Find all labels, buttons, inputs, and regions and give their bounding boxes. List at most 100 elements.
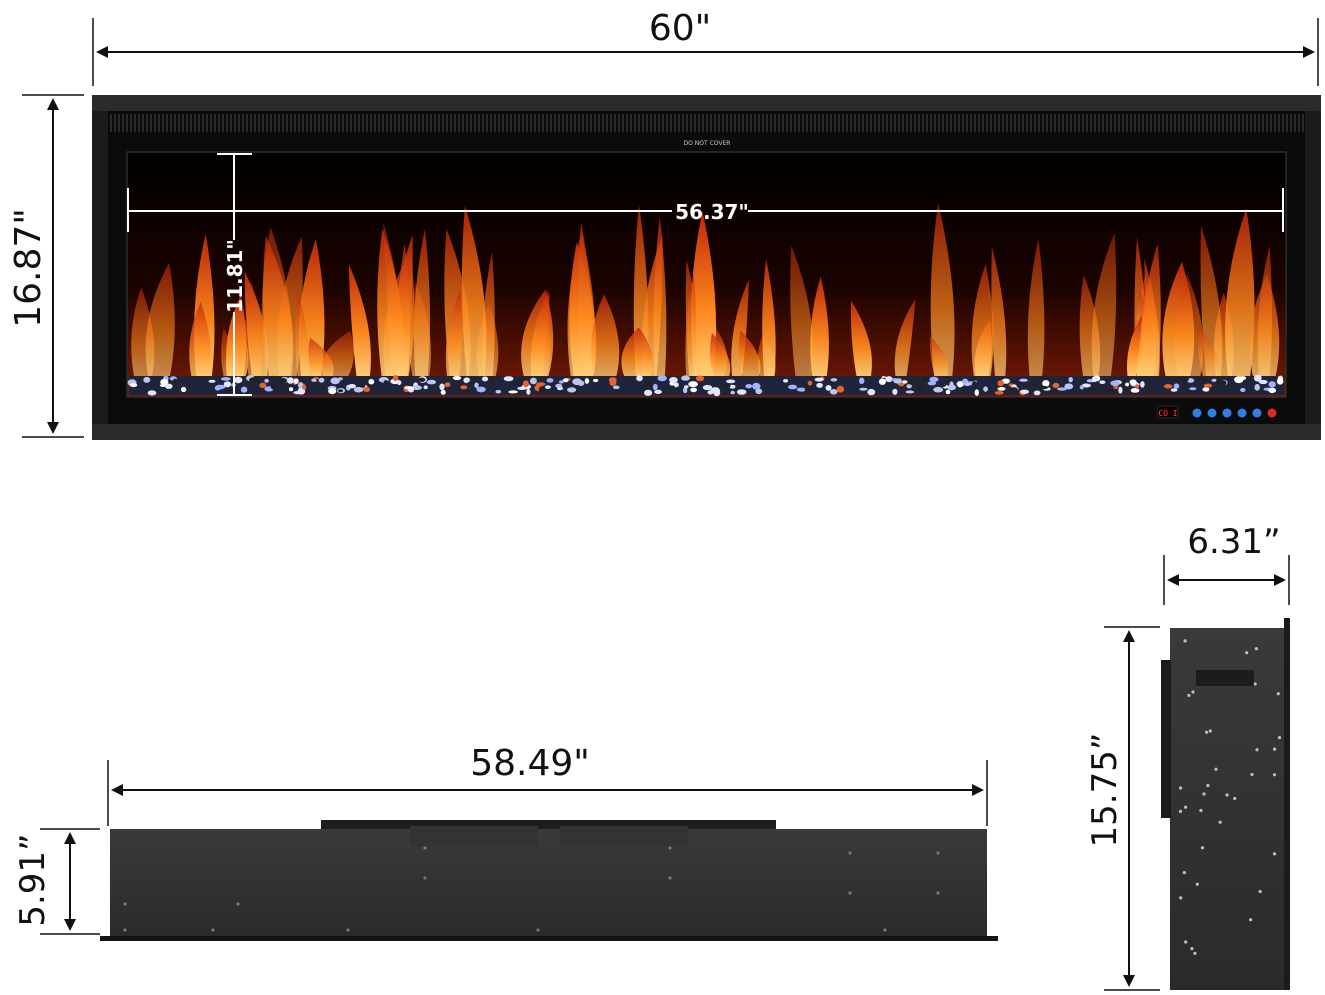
crystal-stone [974,389,979,396]
screw-hole [1179,786,1183,790]
viewing-width-label: 56.37" [675,200,749,224]
crystal-stone [383,380,389,384]
crystal-stone [519,378,525,382]
vent-slat [314,114,316,132]
vent-slat [1298,114,1300,132]
vent-slat [534,114,536,132]
vent-slat [558,114,560,132]
vent-slat [1106,114,1108,132]
crystal-stone [1009,387,1018,394]
control-button-3[interactable] [1222,408,1232,418]
flame [226,295,247,378]
screw-hole [1233,796,1237,801]
vent-slat [394,114,396,132]
crystal-stone [348,384,356,389]
crystal-stone [411,385,422,391]
vent-slat [278,114,280,132]
vent-slat [282,114,284,132]
vent-slat [994,114,996,132]
crystal-stone [657,375,667,382]
vent-slat [638,114,640,132]
vent-slat [226,114,228,132]
vent-slat [418,114,420,132]
crystal-stone [577,380,585,387]
flame [377,228,404,378]
crystal-stone [426,379,437,385]
vent-slat [1018,114,1020,132]
vent-slat [646,114,648,132]
vent-slat [786,114,788,132]
vent-slat [346,114,348,132]
crystal-stone [1163,384,1173,389]
control-button-1[interactable] [1192,408,1202,418]
top-view-panel-right [560,826,688,846]
control-button-5[interactable] [1252,408,1262,418]
power-button[interactable] [1267,408,1277,418]
vent-slat [1082,114,1084,132]
vent-slat [610,114,612,132]
vent-slat [506,114,508,132]
vent-slat [462,114,464,132]
vent-slat [630,114,632,132]
screw-hole [668,846,672,850]
crystal-stone [972,381,977,388]
crystal-stone [1088,387,1096,391]
crystal-stone [1042,380,1050,387]
control-button-4[interactable] [1237,408,1247,418]
vent-slat [778,114,780,132]
screw-hole [123,902,127,906]
crystal-stone [444,382,451,388]
vent-slat [446,114,448,132]
crystal-stone [964,382,971,387]
crystal-stone [1130,388,1140,393]
vent-slat [182,114,184,132]
crystal-stone [695,375,705,382]
vent-slat [198,114,200,132]
vent-slat [186,114,188,132]
vent-slat [1094,114,1096,132]
crystal-stone [404,386,415,390]
vent-slat [938,114,940,132]
crystal-stone [208,379,216,383]
crystal-stone [1258,379,1268,385]
vent-slat [318,114,320,132]
crystal-stone [1234,376,1244,384]
top-view-front-lip [100,936,998,941]
crystal-stone [867,388,876,396]
vent-slat [606,114,608,132]
crystal-stone [836,385,845,393]
vent-slat [910,114,912,132]
vent-slat [870,114,872,132]
control-button-2[interactable] [1207,408,1217,418]
vent-slat [890,114,892,132]
crystal-stone [940,382,947,387]
crystal-stone [240,386,248,393]
screw-hole [1179,896,1183,900]
vent-slat [398,114,400,132]
heater-vent [110,114,1304,132]
vent-slat [1074,114,1076,132]
crystal-stone [1031,382,1040,387]
vent-slat [1202,114,1204,132]
screw-hole [1214,767,1218,771]
top-view-screw-holes [123,846,940,932]
side-height-label: 15.75” [1085,733,1125,848]
top-mounting-flange [321,820,776,830]
vent-slat [270,114,272,132]
vent-slat [1038,114,1040,132]
screw-hole [1202,792,1206,796]
vent-slat [518,114,520,132]
vent-slat [1002,114,1004,132]
vent-slat [354,114,356,132]
side-view: 6.31” 15.75” [1085,522,1290,991]
vent-slat [498,114,500,132]
crystal-stone [474,382,479,389]
overall-height-label: 16.87" [8,208,49,328]
crystal-stone [1202,387,1210,392]
vent-slat [1258,114,1260,132]
vent-slat [666,114,668,132]
vent-slat [1046,114,1048,132]
vent-slat [1254,114,1256,132]
flame [1225,208,1255,378]
